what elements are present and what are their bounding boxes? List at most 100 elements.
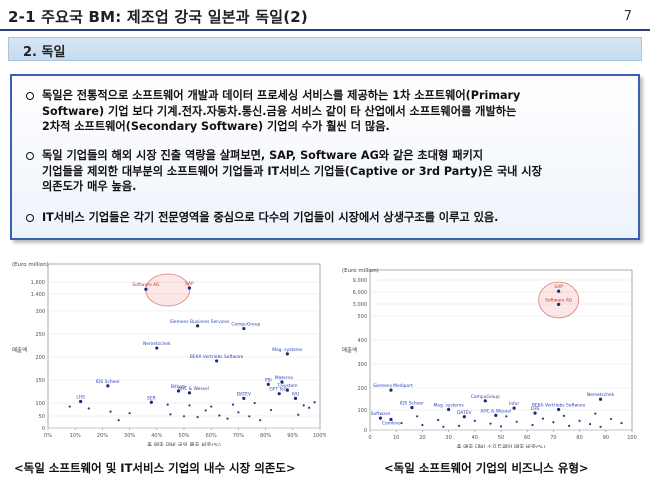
bullet-item: 독일은 전통적으로 소프트웨어 개발과 데이터 프로세싱 서비스를 제공하는 1… — [26, 88, 626, 138]
point-label: Mag. systems — [433, 402, 464, 408]
x-tick-label: 30 — [445, 435, 451, 441]
point-label: CompuGroup — [471, 394, 500, 400]
data-point — [302, 404, 305, 407]
data-point — [176, 389, 181, 393]
y-tick-label: 9,000 — [353, 278, 367, 284]
point-label: Software AG — [545, 297, 573, 303]
x-tick-label: 20 — [419, 435, 425, 441]
data-point — [462, 415, 466, 419]
data-point — [389, 417, 393, 422]
data-point — [598, 397, 603, 401]
data-point — [188, 404, 191, 407]
left-chart-caption: <독일 소프트웨어 및 IT서비스 기업의 내수 시장 의존도> — [14, 461, 296, 475]
bullet-text-line: Software) 기업 보다 기계.전자.자동차.통신.금융 서비스 같이 타… — [42, 104, 517, 118]
plot-area — [369, 269, 633, 431]
section-label: 2. 독일 — [23, 45, 66, 60]
point-label: Software AG — [132, 282, 160, 288]
data-point — [277, 392, 281, 396]
data-point — [253, 401, 256, 405]
y-tick-label: 50 — [39, 414, 45, 420]
x-tick-label: 80% — [260, 433, 271, 439]
point-label: IDS Scheer — [400, 401, 424, 407]
data-point — [187, 286, 192, 290]
data-point — [187, 391, 192, 395]
point-label: SER — [147, 395, 156, 401]
x-tick-label: 10 — [393, 435, 399, 441]
data-point — [226, 417, 229, 420]
y-tick-label: 150 — [35, 378, 45, 384]
point-label: SAP — [554, 284, 563, 290]
data-point — [442, 425, 445, 428]
page-title: 2-1 주요국 BM: 제조업 강국 일본과 독일(2) — [8, 8, 308, 26]
x-tick-label: 40 — [472, 435, 478, 441]
data-point — [106, 384, 110, 388]
y-tick-label: 500 — [357, 314, 367, 320]
data-point — [182, 415, 186, 418]
y-tick-label: 100 — [35, 401, 45, 407]
bullet-marker — [26, 92, 34, 100]
data-point — [218, 414, 221, 417]
y-tick-label: 400 — [357, 338, 367, 344]
data-point — [166, 403, 169, 406]
bullet-marker — [26, 214, 34, 222]
point-label: Software — [371, 411, 391, 417]
x-tick-label: 20% — [97, 433, 108, 439]
data-point — [620, 422, 623, 425]
point-label: SAP — [185, 281, 194, 287]
x-tick-label: 70 — [550, 435, 556, 441]
data-point — [588, 422, 592, 426]
x-tick-label: 100 — [627, 435, 637, 441]
bullet-text-line: 독일은 전통적으로 소프트웨어 개발과 데이터 프로세싱 서비스를 제공하는 1… — [42, 89, 521, 102]
data-point — [512, 406, 516, 410]
x-tick-label: 50 — [498, 435, 504, 441]
data-point — [215, 359, 219, 363]
bullet-text-line: 의존도가 매우 높음. — [42, 180, 137, 193]
y-tick-label: 250 — [35, 332, 45, 338]
y-tick-label: 0 — [42, 426, 45, 432]
data-point — [599, 425, 602, 428]
data-point — [457, 424, 461, 427]
x-tick-label: 100% — [313, 433, 326, 439]
x-tick-label: 30% — [124, 433, 135, 439]
point-label: Materna — [275, 375, 293, 381]
data-point — [204, 409, 207, 412]
point-label: IVU — [292, 391, 300, 397]
data-point — [541, 417, 545, 420]
x-axis-label: 총 매출 대비 소프트웨어 매출 비중(%) — [456, 443, 545, 448]
highlight-circle — [538, 281, 580, 319]
data-point — [557, 302, 561, 306]
data-point — [109, 410, 112, 413]
y-tick-label: 3,000 — [353, 302, 367, 308]
data-point — [117, 419, 120, 422]
point-label: PSI — [265, 377, 272, 383]
data-point — [389, 388, 393, 392]
x-tick-label: 40% — [151, 433, 162, 439]
data-point — [237, 411, 240, 414]
y-axis-label: 매출액 — [342, 346, 357, 354]
data-point — [594, 412, 597, 415]
point-label: DATEV — [237, 391, 251, 397]
data-point — [410, 406, 414, 410]
point-label: GFT Tech — [269, 387, 289, 393]
y-tick-label: 200 — [35, 355, 45, 361]
data-point — [285, 352, 289, 356]
point-label: Mag. systems — [272, 347, 303, 353]
point-label: AHC & Wessel — [480, 408, 511, 414]
point-label: Siemens Business Services — [170, 319, 230, 325]
data-point — [437, 418, 440, 422]
data-point — [280, 380, 284, 384]
data-point — [494, 413, 498, 418]
data-point — [378, 416, 383, 420]
data-point — [609, 417, 613, 421]
point-label: BEKA Vertriebs Software — [190, 354, 244, 360]
data-point — [499, 425, 503, 428]
y-axis-unit: (Euro million) — [342, 268, 379, 274]
x-tick-label: 80 — [576, 435, 582, 441]
bullet-text-line: 독일 기업들의 해외 시장 진출 역량을 살펴보면, SAP, Software… — [42, 149, 484, 162]
y-tick-label: 200 — [357, 386, 367, 392]
data-point — [483, 399, 487, 403]
data-point — [505, 415, 508, 418]
bullet-item: 독일 기업들의 해외 시장 진출 역량을 살펴보면, SAP, Software… — [26, 148, 626, 198]
point-label: LHS — [76, 394, 85, 400]
